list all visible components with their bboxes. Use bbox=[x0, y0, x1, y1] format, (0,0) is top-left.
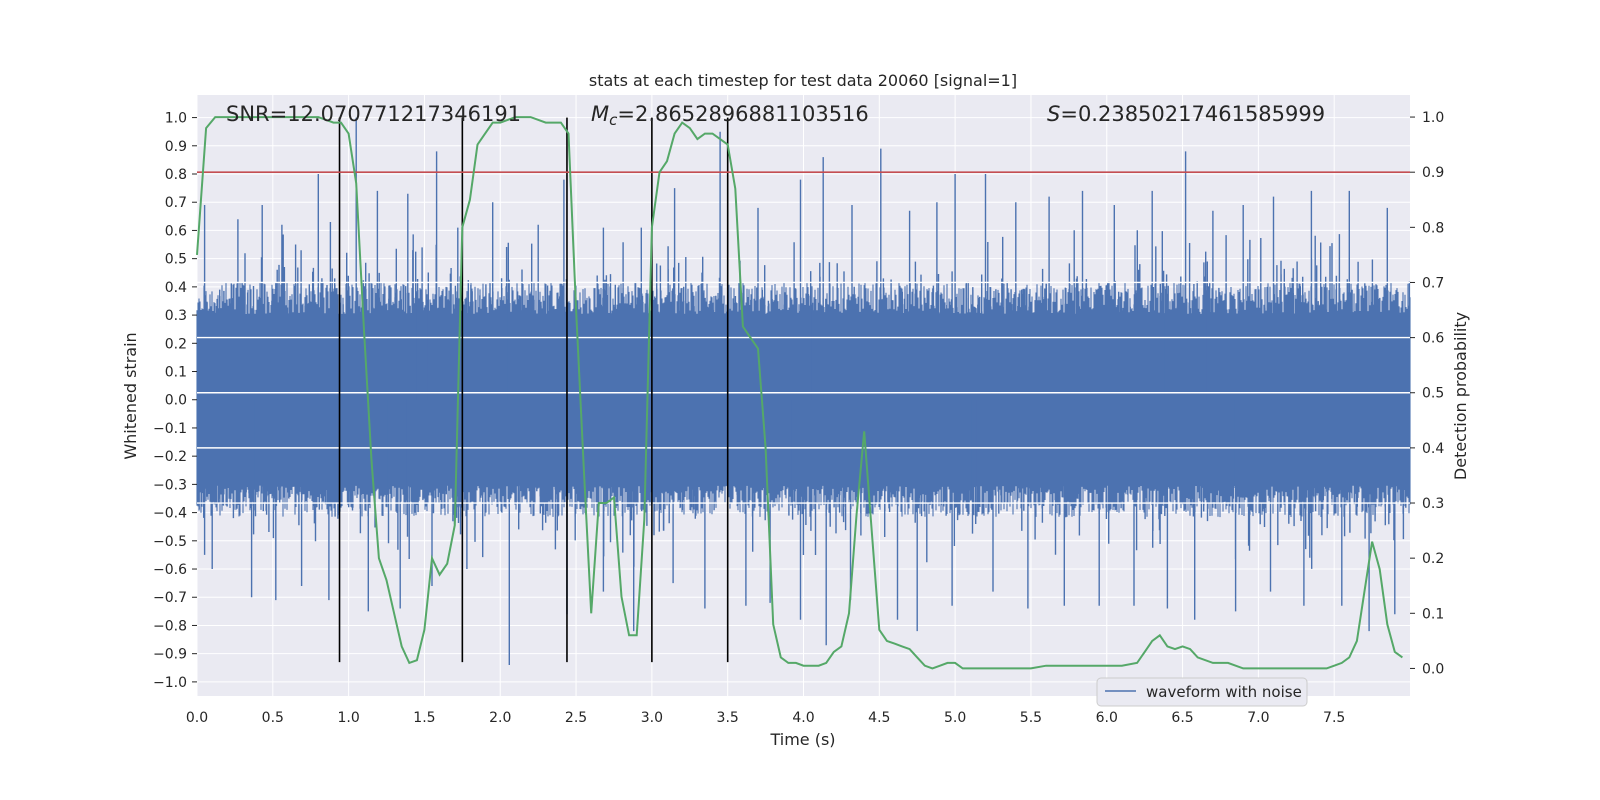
y-tick-label: −0.2 bbox=[153, 449, 187, 465]
x-tick-label: 6.0 bbox=[1096, 710, 1118, 726]
x-axis-label: Time (s) bbox=[769, 730, 835, 749]
series-waveform-with-noise bbox=[196, 117, 1411, 665]
chirp-mass-subscript: c bbox=[609, 111, 618, 129]
x-tick-label: 5.0 bbox=[944, 710, 966, 726]
y-axis-right-label: Detection probability bbox=[1451, 312, 1470, 480]
s-annotation: S=0.23850217461585999 bbox=[1047, 102, 1325, 126]
y-tick-label: 0.2 bbox=[165, 336, 187, 352]
legend-label-waveform: waveform with noise bbox=[1146, 683, 1302, 701]
x-tick-label: 6.5 bbox=[1171, 710, 1193, 726]
x-tick-label: 5.5 bbox=[1020, 710, 1042, 726]
legend-box bbox=[1096, 677, 1308, 707]
x-tick-label: 3.0 bbox=[641, 710, 663, 726]
y-right-tick-label: 0.7 bbox=[1422, 275, 1444, 291]
chirp-mass-value: =2.8652896881103516 bbox=[617, 102, 868, 126]
x-tick-label: 1.0 bbox=[337, 710, 359, 726]
x-tick-label: 4.5 bbox=[868, 710, 890, 726]
x-tick-label: 4.0 bbox=[792, 710, 814, 726]
y-right-tick-label: 1.0 bbox=[1422, 110, 1444, 126]
y-tick-label: 0.9 bbox=[165, 139, 187, 155]
y-right-tick-label: 0.9 bbox=[1422, 165, 1444, 181]
chirp-mass-symbol: M bbox=[591, 102, 609, 126]
y-tick-label: 0.4 bbox=[165, 280, 187, 296]
y-axis-right-ticks: 1.0 0.9 0.8 0.7 0.6 0.5 0.4 0.3 0.2 0.1 0.0 bbox=[1410, 110, 1444, 677]
x-tick-label: 0.5 bbox=[262, 710, 284, 726]
x-tick-label: 0.0 bbox=[186, 710, 208, 726]
y-right-tick-label: 0.1 bbox=[1422, 606, 1444, 622]
y-tick-label: −0.4 bbox=[153, 506, 187, 522]
y-tick-label: −0.9 bbox=[153, 647, 187, 663]
y-tick-label: 0.5 bbox=[165, 252, 187, 268]
x-tick-label: 7.5 bbox=[1323, 710, 1345, 726]
y-right-tick-label: 0.3 bbox=[1422, 496, 1444, 512]
x-axis-ticks: 0.0 0.5 1.0 1.5 2.0 2.5 3.0 3.5 4.0 4.5 5.0 5.5 6.0 6… bbox=[186, 710, 1345, 726]
x-tick-label: 3.5 bbox=[717, 710, 739, 726]
y-tick-label: 1.0 bbox=[165, 111, 187, 127]
y-right-tick-label: 0.8 bbox=[1422, 220, 1444, 236]
s-symbol: S bbox=[1047, 102, 1060, 126]
y-right-tick-label: 0.0 bbox=[1422, 661, 1444, 677]
y-tick-label: 0.0 bbox=[165, 393, 187, 409]
y-right-tick-label: 0.4 bbox=[1422, 441, 1444, 457]
y-axis-left-ticks: 1.0 0.9 0.8 0.7 0.6 0.5 0.4 0.3 0.2 0.1 0.0 −0.1 −0.… bbox=[153, 111, 197, 691]
y-tick-label: −0.3 bbox=[153, 477, 187, 493]
y-tick-label: −0.5 bbox=[153, 534, 187, 550]
x-tick-label: 7.0 bbox=[1247, 710, 1269, 726]
chart-title: stats at each timestep for test data 200… bbox=[589, 71, 1017, 90]
y-tick-label: −0.7 bbox=[153, 590, 187, 606]
s-value: =0.23850217461585999 bbox=[1060, 102, 1325, 126]
y-tick-label: −1.0 bbox=[153, 675, 187, 691]
y-tick-label: 0.8 bbox=[165, 167, 187, 183]
y-axis-left-label: Whitened strain bbox=[121, 332, 140, 459]
series-detection-probability bbox=[196, 116, 1403, 670]
y-tick-label: −0.1 bbox=[153, 421, 187, 437]
y-tick-label: −0.8 bbox=[153, 618, 187, 634]
x-tick-label: 2.0 bbox=[489, 710, 511, 726]
legend: waveform with noise bbox=[1096, 677, 1308, 707]
chirp-mass-annotation: Mc=2.8652896881103516 bbox=[591, 102, 869, 129]
event-markers bbox=[338, 117, 729, 663]
x-tick-label: 1.5 bbox=[413, 710, 435, 726]
y-tick-label: 0.1 bbox=[165, 365, 187, 381]
y-right-tick-label: 0.6 bbox=[1422, 331, 1444, 347]
y-tick-label: 0.6 bbox=[165, 223, 187, 239]
y-tick-label: 0.3 bbox=[165, 308, 187, 324]
snr-annotation: SNR=12.070771217346191 bbox=[226, 102, 521, 126]
y-right-tick-label: 0.2 bbox=[1422, 551, 1444, 567]
y-tick-label: 0.7 bbox=[165, 195, 187, 211]
x-tick-label: 2.5 bbox=[565, 710, 587, 726]
y-right-tick-label: 0.5 bbox=[1422, 386, 1444, 402]
y-tick-label: −0.6 bbox=[153, 562, 187, 578]
